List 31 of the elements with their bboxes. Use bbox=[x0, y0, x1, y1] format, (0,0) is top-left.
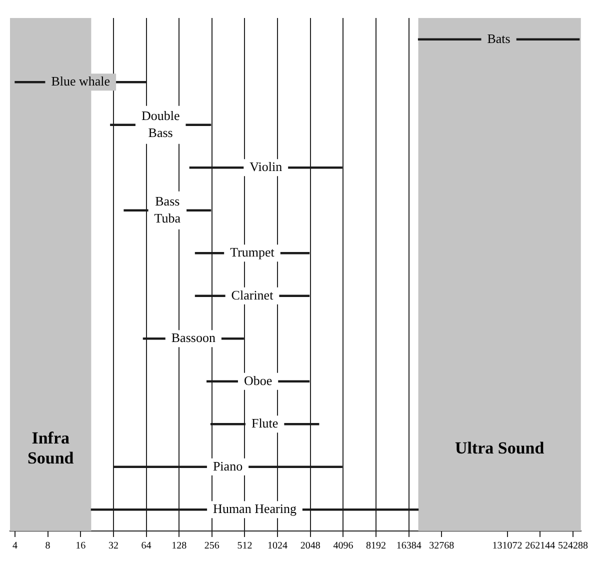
y-tick-label: Double Bass bbox=[141, 108, 180, 140]
x-tick-label: 16384 bbox=[396, 540, 422, 552]
y-tick-label: Bassoon bbox=[171, 330, 216, 346]
y-tick-label: Oboe bbox=[244, 372, 272, 388]
y-tick-label: Flute bbox=[251, 416, 278, 431]
x-tick-label: 524288 bbox=[558, 540, 588, 552]
x-tick-label: 1024 bbox=[268, 540, 288, 552]
x-tick-label: 32768 bbox=[429, 540, 454, 552]
y-tick-label: Violin bbox=[250, 159, 283, 174]
y-tick-label: Human Hearing bbox=[213, 501, 297, 516]
y-tick-label: Bass Tuba bbox=[154, 193, 181, 226]
band-label: Infra Sound bbox=[27, 428, 74, 468]
x-tick-label: 4 bbox=[12, 540, 18, 552]
x-tick-label: 256 bbox=[204, 540, 220, 552]
x-tick-label: 4096 bbox=[333, 540, 354, 552]
x-tick-label: 8 bbox=[45, 540, 50, 552]
y-tick-label: Piano bbox=[212, 458, 243, 474]
x-tick-label: 32 bbox=[108, 540, 118, 552]
band-label: Ultra Sound bbox=[454, 438, 545, 458]
x-tick-label: 131072 bbox=[492, 540, 522, 552]
x-tick-label: 512 bbox=[237, 540, 252, 552]
x-tick-label: 2048 bbox=[300, 540, 320, 552]
y-tick-label: Blue whale bbox=[51, 74, 110, 89]
x-tick-label: 64 bbox=[141, 540, 152, 552]
y-tick-label: Clarinet bbox=[231, 287, 274, 302]
y-tick-label: Bats bbox=[487, 30, 510, 46]
x-tick-label: 16 bbox=[76, 540, 86, 552]
y-tick-label: Trumpet bbox=[230, 244, 275, 260]
x-tick-label: 262144 bbox=[525, 540, 556, 552]
x-tick-label: 8192 bbox=[366, 540, 386, 552]
x-tick-label: 128 bbox=[172, 540, 187, 552]
